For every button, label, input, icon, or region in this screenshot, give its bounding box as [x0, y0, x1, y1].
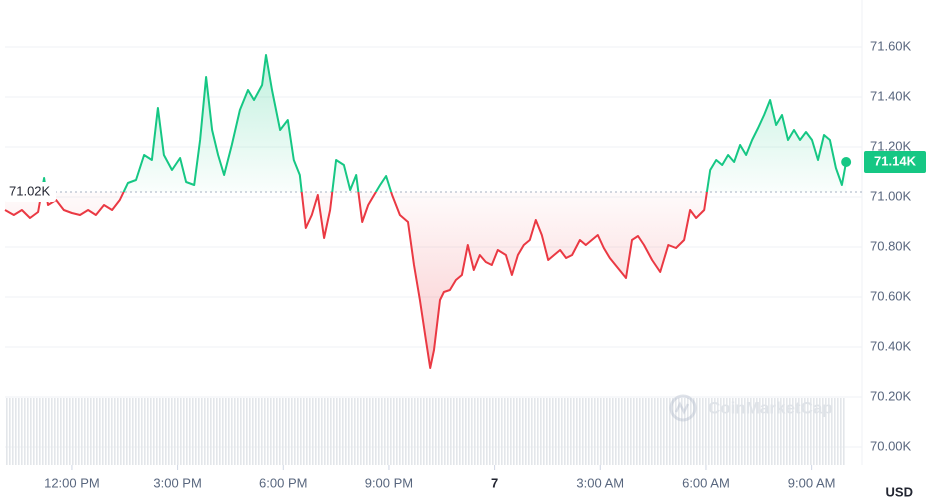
x-tick-label: 6:00 PM: [259, 475, 307, 490]
area-up: [5, 55, 847, 192]
x-tick-label: 3:00 AM: [576, 475, 624, 490]
current-dot: [841, 157, 852, 167]
volume-area: [5, 398, 846, 465]
axis-unit: USD: [886, 484, 913, 499]
y-tick-label: 71.20K: [870, 138, 912, 153]
baseline-label-bg: [4, 182, 56, 202]
x-tick-label: 12:00 PM: [44, 475, 100, 490]
x-tick-label: 9:00 PM: [365, 475, 413, 490]
y-tick-label: 71.00K: [870, 188, 912, 203]
y-tick-label: 70.00K: [870, 438, 912, 453]
y-tick-label: 70.20K: [870, 388, 912, 403]
x-tick-label: 3:00 PM: [153, 475, 201, 490]
baseline-label: 71.02K: [9, 183, 51, 198]
y-tick-label: 70.60K: [870, 288, 912, 303]
area-down: [5, 192, 847, 368]
watermark: CoinMarketCap: [708, 398, 833, 417]
y-tick-label: 70.80K: [870, 238, 912, 253]
price-tag-label: 71.14K: [874, 153, 917, 168]
price-line-up: [40, 54, 848, 192]
y-tick-label: 71.40K: [870, 88, 912, 103]
price-tag: [864, 151, 926, 173]
x-tick-label: 9:00 AM: [788, 475, 836, 490]
x-tick-label: 6:00 AM: [682, 475, 730, 490]
y-tick-label: 71.60K: [870, 38, 912, 53]
watermark-logo: [669, 394, 697, 422]
x-tick-label: 7: [491, 475, 498, 490]
price-line-down: [4, 192, 708, 369]
y-tick-label: 70.40K: [870, 338, 912, 353]
